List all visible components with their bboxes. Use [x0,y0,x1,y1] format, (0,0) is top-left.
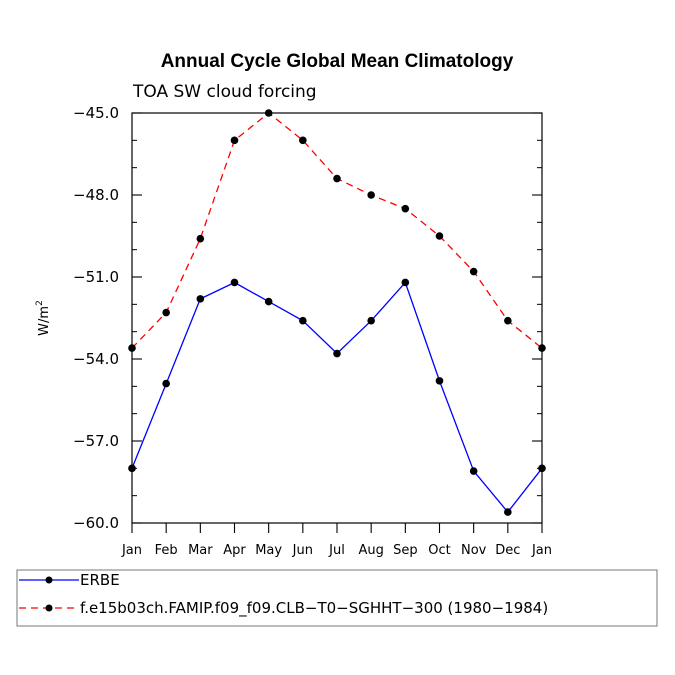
x-tick-label: Nov [461,543,487,558]
y-axis-ticks: −45.0 −48.0 −51.0 −54.0 −57.0 −60.0 [73,104,542,532]
data-point [264,109,273,117]
data-point [333,349,341,358]
data-point [469,467,478,475]
y-tick-label: −51.0 [73,268,119,286]
legend-swatch-marker [45,604,53,612]
y-axis-label-superscript: 2 [35,300,45,306]
plot-frame [131,112,543,524]
y-tick-label: −48.0 [73,186,119,204]
legend-label-erbe: ERBE [80,571,120,589]
x-tick-label: Mar [188,543,213,558]
x-tick-label: Jun [292,543,313,558]
data-point [435,377,444,385]
x-tick-label: Jan [531,543,552,558]
x-tick-label: Aug [358,543,383,558]
y-tick-label: −45.0 [73,104,119,122]
legend-label-model: f.e15b03ch.FAMIP.f09_f09.CLB−T0−SGHHT−30… [80,599,548,618]
legend-entry-model: f.e15b03ch.FAMIP.f09_f09.CLB−T0−SGHHT−30… [19,599,548,618]
data-point [401,278,410,287]
data-point [128,344,136,352]
x-tick-label: Oct [428,543,450,558]
x-tick-label: Sep [393,543,418,558]
data-point [230,136,239,145]
series-line-1 [131,112,543,349]
data-point [367,191,375,199]
data-point [162,308,170,317]
y-tick-label: −60.0 [73,514,119,532]
data-point [230,278,239,287]
data-point [196,234,205,243]
legend-entry-erbe: ERBE [19,571,120,589]
y-tick-label: −54.0 [73,350,119,368]
series-line-0 [131,281,543,514]
data-point [367,316,375,325]
data-point [333,174,341,183]
x-axis-ticks: Jan Feb Mar Apr May Jun Jul Aug Sep Oct Nov Dec Jan [121,523,552,558]
x-tick-label: Feb [155,543,178,558]
chart-title: Annual Cycle Global Mean Climatology [161,51,514,72]
data-point [401,204,410,213]
x-tick-label: May [255,543,282,558]
series-group [128,109,546,516]
x-tick-label: Jan [121,543,142,558]
data-point [538,344,546,352]
data-point [538,464,546,473]
data-point [264,297,273,306]
data-point [504,316,512,325]
legend-box [16,569,658,627]
legend-swatch-marker [45,576,53,584]
data-point [299,136,307,145]
data-point [196,295,205,303]
chart-subtitle: TOA SW cloud forcing [132,82,317,102]
y-axis-label: W/m2 [35,300,52,336]
x-tick-label: Dec [495,543,520,558]
y-tick-label: −57.0 [73,432,119,450]
data-point [299,316,307,325]
x-tick-label: Jul [328,543,345,558]
y-axis-label-text: W/m [37,306,52,336]
data-point [504,508,512,516]
data-point [469,267,478,276]
x-tick-label: Apr [223,543,246,558]
data-point [128,464,136,473]
data-point [435,232,444,240]
data-point [162,379,170,388]
